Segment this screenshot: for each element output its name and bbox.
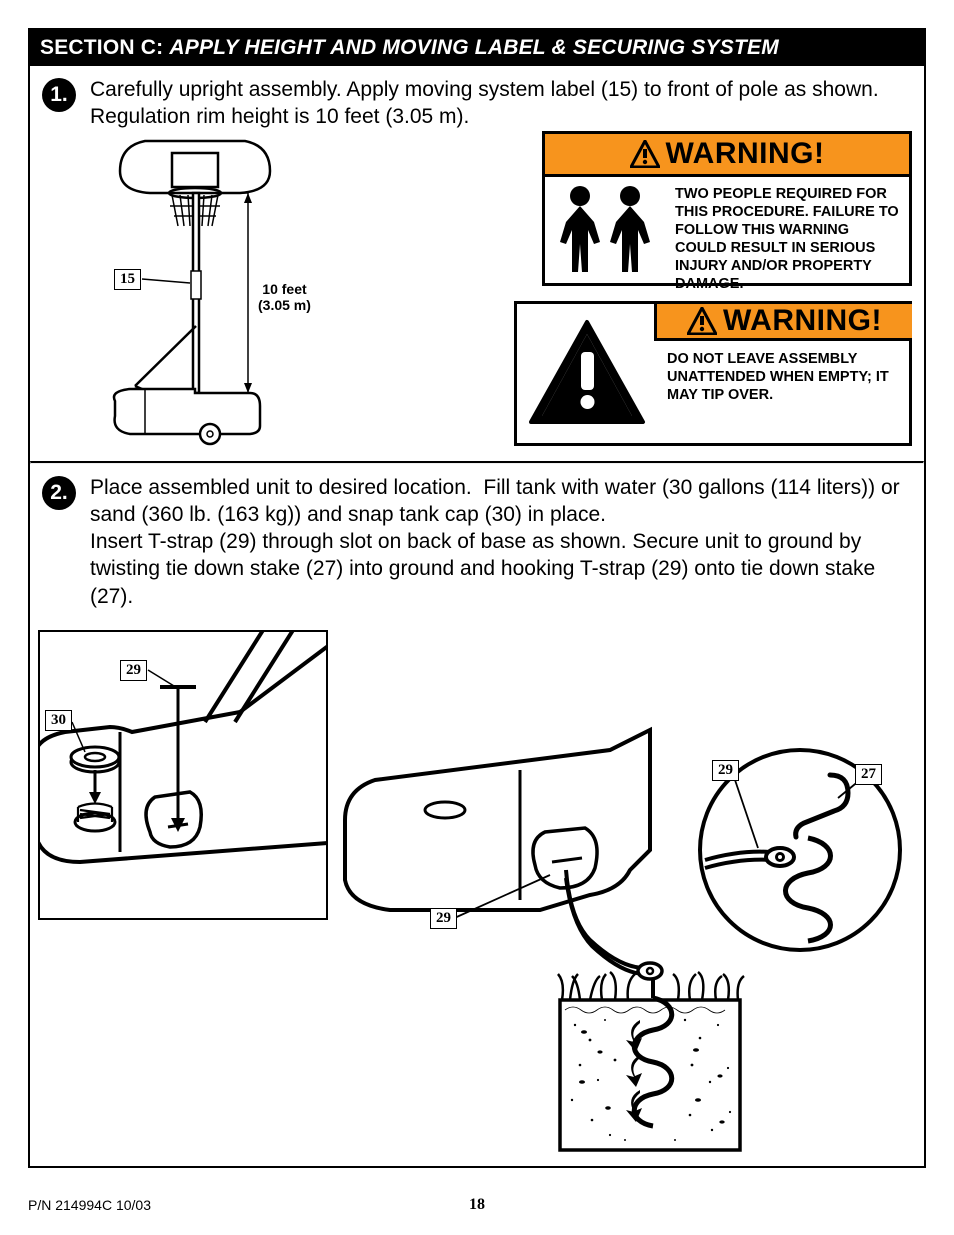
hoop-svg [100,131,350,451]
page-number: 18 [469,1196,485,1214]
warning-box-1: WARNING! TWO PEOPLE REQUIR [542,131,912,286]
step-2-figure-row: 29 30 [30,610,924,1170]
footer-spacer [922,1197,926,1213]
warning-1-header-text: WARNING! [666,137,825,171]
section-title: APPLY HEIGHT AND MOVING LABEL & SECURING… [169,36,779,59]
warning-2-header-text: WARNING! [723,304,882,338]
step-2-bullet: 2. [42,476,76,510]
warning-1-text: TWO PEOPLE REQUIRED FOR THIS PROCEDURE. … [665,177,909,283]
height-label-line2: (3.05 m) [258,297,311,314]
two-people-icon [545,177,665,283]
step-2-text: Place assembled unit to desired location… [90,474,912,610]
callout-15: 15 [114,269,141,290]
step-1-bullet: 1. [42,78,76,112]
section-prefix: SECTION C: [40,36,169,59]
callout-29-b: 29 [430,908,457,929]
step-1-text: Carefully upright assembly. Apply moving… [90,76,912,131]
warning-1-body: TWO PEOPLE REQUIRED FOR THIS PROCEDURE. … [545,177,909,283]
diagram-a: 29 30 [38,630,328,920]
warning-box-2: WARNING! DO NOT LEAVE ASSEMBLY UNATTENDE… [514,301,912,446]
callout-27: 27 [855,764,882,785]
footer-pn: P/N 214994C 10/03 [28,1197,151,1213]
height-label: 10 feet (3.05 m) [258,281,311,315]
footer: P/N 214994C 10/03 18 [28,1197,926,1213]
warning-triangle-icon [630,140,660,168]
height-label-line1: 10 feet [258,281,311,298]
diagram-a-leaders [40,632,326,918]
hoop-diagram: 15 10 feet (3.05 m) [100,131,350,451]
warning-triangle-icon [687,307,717,335]
step-1-figure-row: 15 10 feet (3.05 m) WARNING! [30,131,924,461]
warning-2-header: WARNING! [654,301,912,341]
page: SECTION C: APPLY HEIGHT AND MOVING LABEL… [0,0,954,1235]
callout-29-c: 29 [712,760,739,781]
step-1: 1. Carefully upright assembly. Apply mov… [30,66,924,131]
section-header: SECTION C: APPLY HEIGHT AND MOVING LABEL… [30,30,924,66]
step-2: 2. Place assembled unit to desired locat… [30,464,924,610]
warning-1-header: WARNING! [545,134,909,177]
page-border: SECTION C: APPLY HEIGHT AND MOVING LABEL… [28,28,926,1168]
diagram-b-svg [340,720,910,1160]
diagram-b: 29 29 27 [340,720,910,1160]
warning-triangle-large-icon [517,304,657,443]
